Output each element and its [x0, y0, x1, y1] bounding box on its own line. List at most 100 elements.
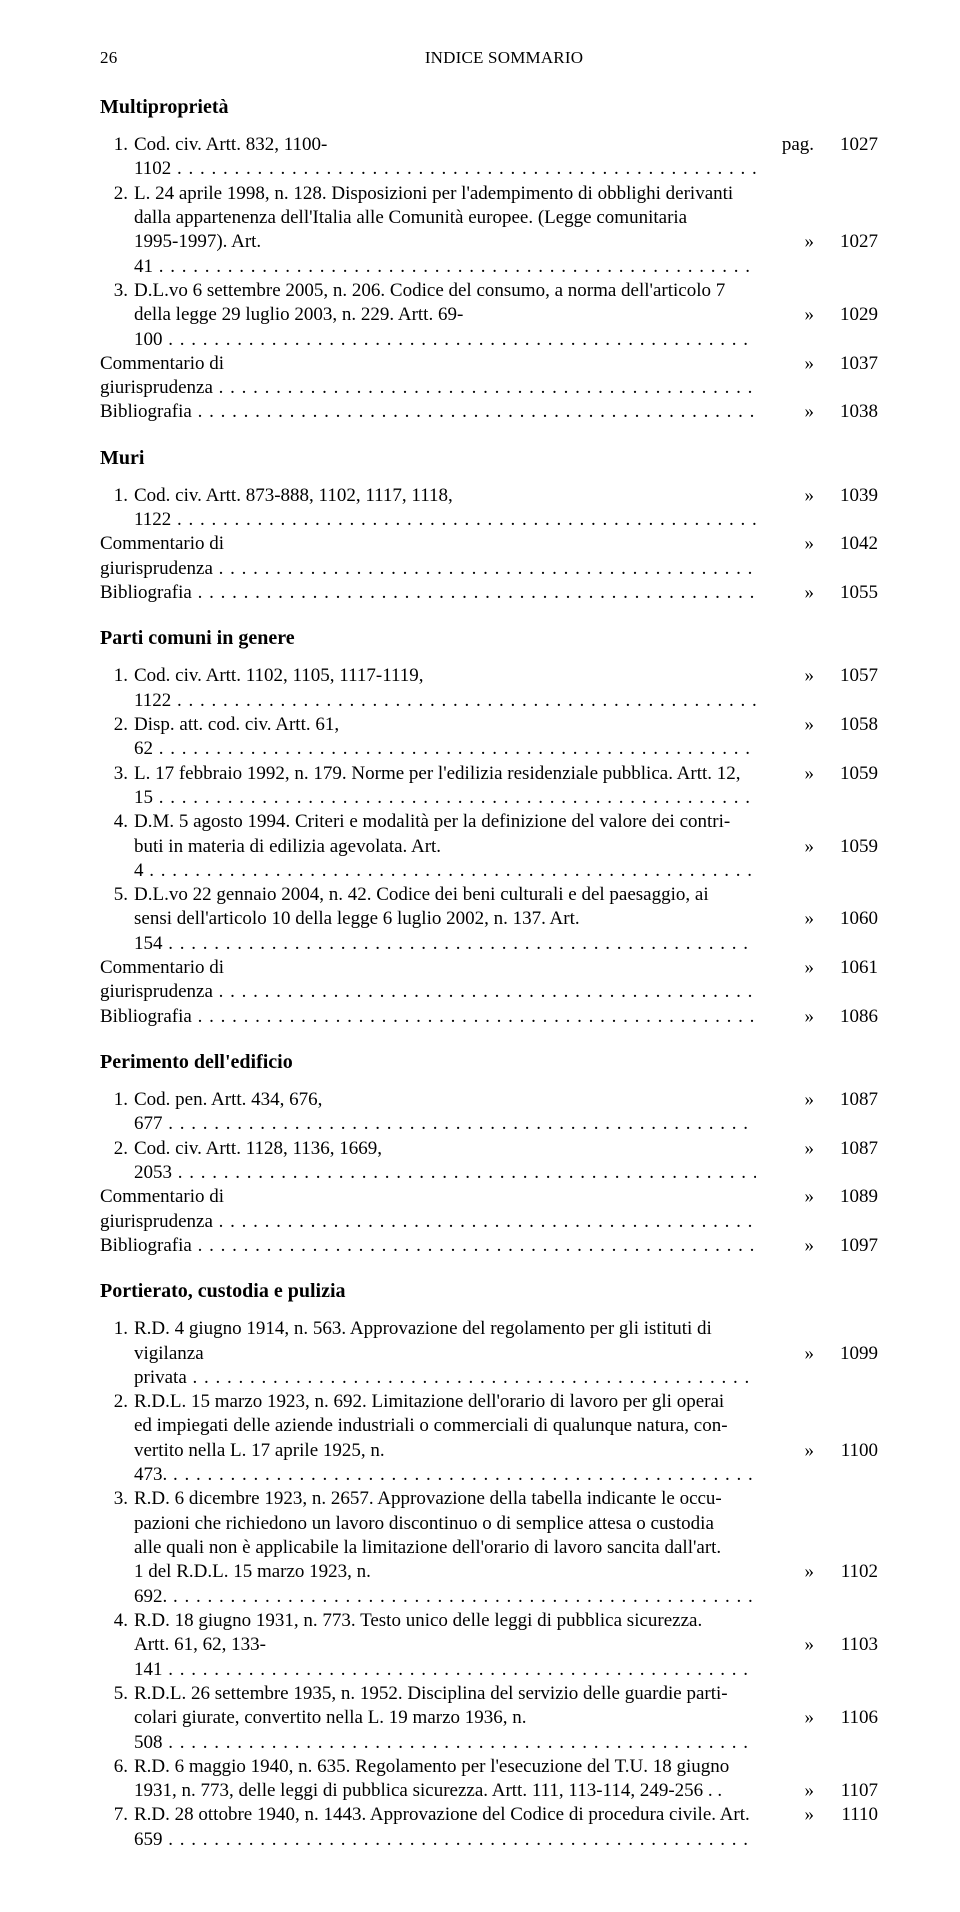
entry-text: Bibliografia [100, 1234, 756, 1258]
entry-text: Commentario di giurisprudenza [100, 352, 756, 401]
entry-number: 7. [100, 1803, 134, 1827]
entry-text: R.D.L. 15 marzo 1923, n. 692. Limitazion… [134, 1390, 756, 1414]
entry-text: Cod. civ. Artt. 1128, 1136, 1669, 2053 [134, 1137, 756, 1186]
entry-sym: » [756, 762, 814, 786]
entry-text: Bibliografia [100, 1005, 756, 1029]
entry-page: 1102 [814, 1560, 878, 1584]
entry-page: 1042 [814, 532, 878, 556]
section-title-muri: Muri [100, 447, 878, 470]
entry-page: 1038 [814, 400, 878, 424]
entry-page: 1057 [814, 664, 878, 688]
entry-text: D.L.vo 6 settembre 2005, n. 206. Codice … [134, 279, 756, 303]
toc-entry: 1. Cod. civ. Artt. 873-888, 1102, 1117, … [100, 484, 878, 533]
entry-sym: » [756, 1633, 814, 1657]
entry-text: R.D. 6 dicembre 1923, n. 2657. Approvazi… [134, 1487, 756, 1511]
entry-number: 6. [100, 1755, 134, 1779]
page-number: 26 [100, 48, 130, 68]
entry-sym: » [756, 713, 814, 737]
entry-text: 1995-1997). Art. 41 [134, 230, 756, 279]
entry-page: 1059 [814, 835, 878, 859]
entry-page: 1059 [814, 762, 878, 786]
entry-sym: » [756, 664, 814, 688]
toc-bibliografia: Bibliografia » 1086 [100, 1005, 878, 1029]
entry-number: 2. [100, 713, 134, 737]
toc-entry: 2. Disp. att. cod. civ. Artt. 61, 62 » 1… [100, 713, 878, 762]
entry-number: 3. [100, 762, 134, 786]
entry-text: dalla appartenenza dell'Italia alle Comu… [134, 206, 756, 230]
entry-page: 1087 [814, 1137, 878, 1161]
entry-sym: » [756, 230, 814, 254]
toc-entry-cont: dalla appartenenza dell'Italia alle Comu… [100, 206, 878, 230]
toc-entry-cont: della legge 29 luglio 2003, n. 229. Artt… [100, 303, 878, 352]
entry-page: 1089 [814, 1185, 878, 1209]
entry-sym: » [756, 1185, 814, 1209]
entry-page: 1097 [814, 1234, 878, 1258]
entry-text: ed impiegati delle aziende industriali o… [134, 1414, 756, 1438]
toc-entry-cont: colari giurate, convertito nella L. 19 m… [100, 1706, 878, 1755]
entry-text: Bibliografia [100, 581, 756, 605]
entry-text: Bibliografia [100, 400, 756, 424]
toc-commentario: Commentario di giurisprudenza » 1037 [100, 352, 878, 401]
entry-text: 1931, n. 773, delle leggi di pubblica si… [134, 1779, 756, 1803]
toc-entry-cont: Artt. 61, 62, 133-141 » 1103 [100, 1633, 878, 1682]
entry-sym: » [756, 1803, 814, 1827]
entry-text: Commentario di giurisprudenza [100, 956, 756, 1005]
entry-text: sensi dell'articolo 10 della legge 6 lug… [134, 907, 756, 956]
entry-page: 1107 [814, 1779, 878, 1803]
toc-entry: 7. R.D. 28 ottobre 1940, n. 1443. Approv… [100, 1803, 878, 1852]
entry-number: 3. [100, 279, 134, 303]
entry-number: 1. [100, 1088, 134, 1112]
toc-entry: 5. D.L.vo 22 gennaio 2004, n. 42. Codice… [100, 883, 878, 907]
entry-page: 1086 [814, 1005, 878, 1029]
toc-entry-cont: vigilanza privata » 1099 [100, 1342, 878, 1391]
entry-number: 1. [100, 664, 134, 688]
entry-sym: » [756, 532, 814, 556]
entry-text: vertito nella L. 17 aprile 1925, n. 473. [134, 1439, 756, 1488]
entry-text: L. 24 aprile 1998, n. 128. Disposizioni … [134, 182, 756, 206]
entry-number: 2. [100, 1137, 134, 1161]
entry-sym: pag. [756, 133, 814, 157]
toc-commentario: Commentario di giurisprudenza » 1089 [100, 1185, 878, 1234]
entry-sym: » [756, 835, 814, 859]
entry-page: 1058 [814, 713, 878, 737]
toc-commentario: Commentario di giurisprudenza » 1042 [100, 532, 878, 581]
entry-number: 1. [100, 133, 134, 157]
entry-page: 1103 [814, 1633, 878, 1657]
entry-page: 1087 [814, 1088, 878, 1112]
entry-text: L. 17 febbraio 1992, n. 179. Norme per l… [134, 762, 756, 811]
entry-text: alle quali non è applicabile la limitazi… [134, 1536, 756, 1560]
entry-text: R.D. 4 giugno 1914, n. 563. Approvazione… [134, 1317, 756, 1341]
entry-number: 4. [100, 810, 134, 834]
toc-entry-cont: 1995-1997). Art. 41 » 1027 [100, 230, 878, 279]
entry-sym: » [756, 484, 814, 508]
entry-number: 3. [100, 1487, 134, 1511]
toc-entry: 6. R.D. 6 maggio 1940, n. 635. Regolamen… [100, 1755, 878, 1779]
entry-number: 1. [100, 1317, 134, 1341]
entry-page: 1027 [814, 230, 878, 254]
toc-entry: 4. D.M. 5 agosto 1994. Criteri e modalit… [100, 810, 878, 834]
entry-text: vigilanza privata [134, 1342, 756, 1391]
toc-entry: 1. Cod. civ. Artt. 1102, 1105, 1117-1119… [100, 664, 878, 713]
entry-text: buti in materia di edilizia agevolata. A… [134, 835, 756, 884]
entry-text: Disp. att. cod. civ. Artt. 61, 62 [134, 713, 756, 762]
entry-sym: » [756, 400, 814, 424]
entry-text: Cod. civ. Artt. 873-888, 1102, 1117, 111… [134, 484, 756, 533]
toc-bibliografia: Bibliografia » 1097 [100, 1234, 878, 1258]
entry-number: 2. [100, 1390, 134, 1414]
entry-sym: » [756, 1439, 814, 1463]
entry-sym: » [756, 1005, 814, 1029]
entry-page: 1029 [814, 303, 878, 327]
toc-entry-cont: 1 del R.D.L. 15 marzo 1923, n. 692. » 11… [100, 1560, 878, 1609]
entry-text: pazioni che richiedono un lavoro discont… [134, 1512, 756, 1536]
entry-sym: » [756, 1706, 814, 1730]
entry-text: Commentario di giurisprudenza [100, 532, 756, 581]
entry-text: R.D. 28 ottobre 1940, n. 1443. Approvazi… [134, 1803, 756, 1852]
entry-sym: » [756, 1560, 814, 1584]
entry-text: della legge 29 luglio 2003, n. 229. Artt… [134, 303, 756, 352]
page-header: 26 INDICE SOMMARIO [100, 48, 878, 68]
section-title-portierato: Portierato, custodia e pulizia [100, 1280, 878, 1303]
entry-text: colari giurate, convertito nella L. 19 m… [134, 1706, 756, 1755]
entry-sym: » [756, 956, 814, 980]
toc-entry: 3. D.L.vo 6 settembre 2005, n. 206. Codi… [100, 279, 878, 303]
entry-text: Cod. civ. Artt. 832, 1100-1102 [134, 133, 756, 182]
